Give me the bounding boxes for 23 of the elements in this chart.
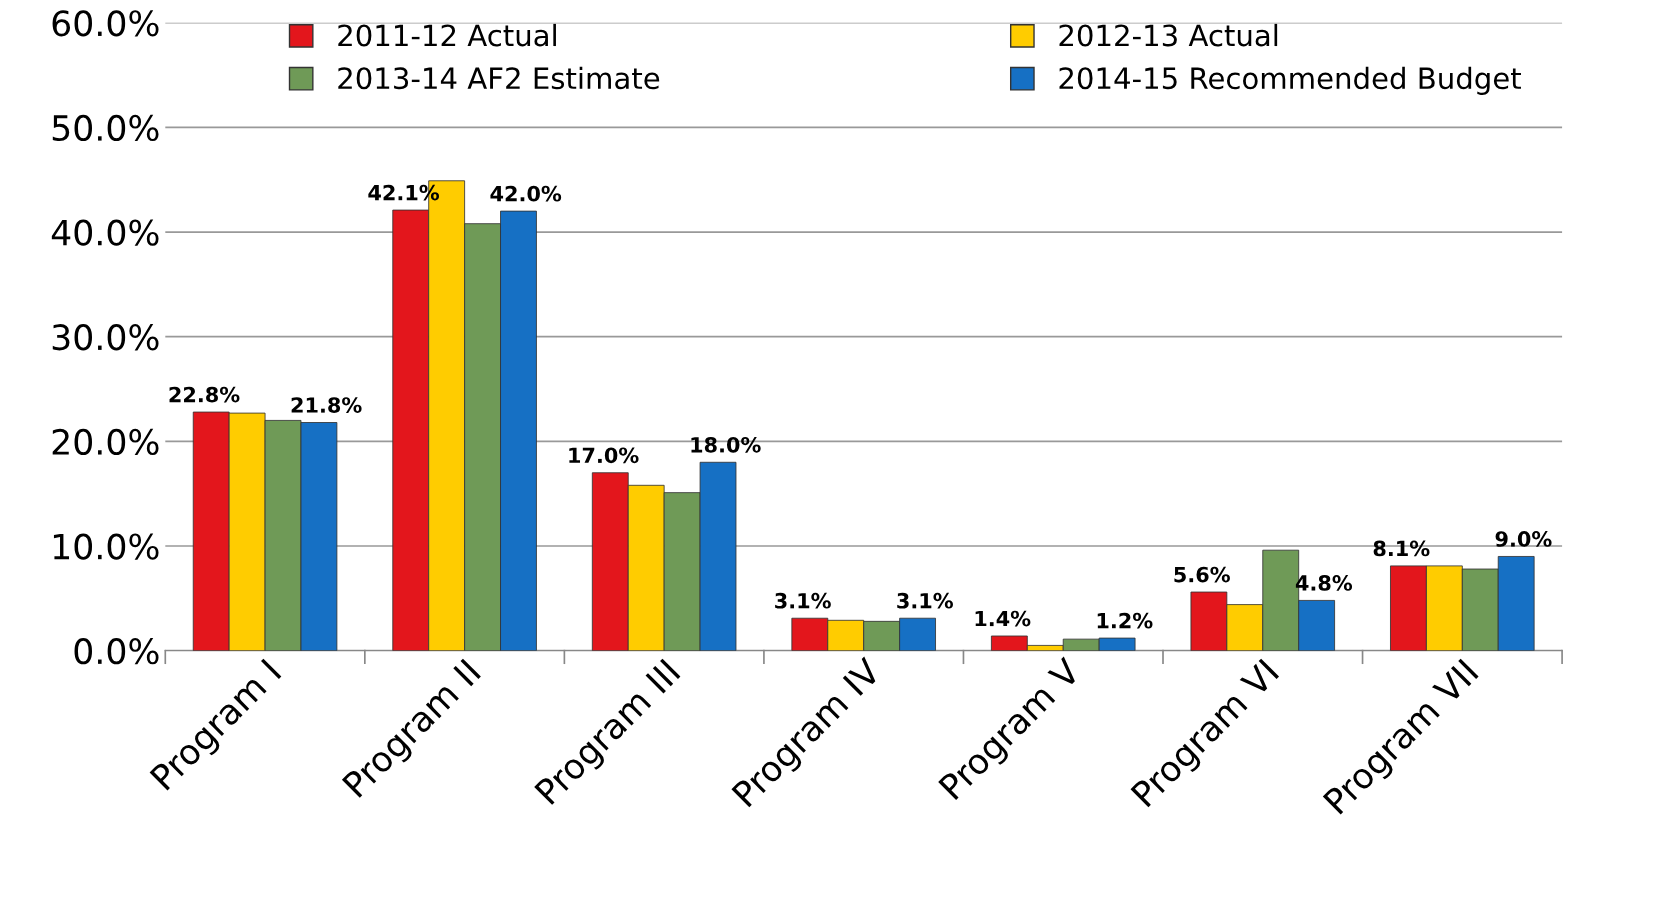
- data-label: 18.0%: [691, 436, 761, 453]
- y-tick-label: 40.0%: [51, 219, 159, 246]
- data-label: 1.4%: [975, 610, 1031, 627]
- data-label: 42.0%: [490, 185, 562, 202]
- y-tick-label: 10.0%: [53, 533, 159, 560]
- legend-label: 2013-14 AF2 Estimate: [338, 66, 660, 90]
- legend-label: 2012-13 Actual: [1059, 23, 1278, 47]
- data-label: 9.0%: [1495, 531, 1552, 547]
- legend-label: 2011-12 Actual: [338, 23, 556, 47]
- data-label: 5.6%: [1174, 566, 1230, 583]
- y-tick-label: 0.0%: [74, 638, 159, 665]
- data-label: 8.1%: [1373, 540, 1430, 557]
- y-tick-label: 20.0%: [52, 428, 159, 456]
- data-label: 3.1%: [775, 592, 831, 609]
- legend-label: 2014-15 Recommended Budget: [1059, 66, 1521, 95]
- data-label: 22.8%: [169, 386, 240, 403]
- y-tick-label: 30.0%: [52, 324, 159, 351]
- y-tick-label: 60.0%: [52, 10, 159, 37]
- data-label: 1.2%: [1097, 612, 1153, 629]
- y-tick-label: 50.0%: [52, 114, 159, 142]
- data-label: 21.8%: [291, 397, 362, 413]
- data-label: 3.1%: [897, 592, 953, 609]
- data-label: 17.0%: [569, 447, 639, 464]
